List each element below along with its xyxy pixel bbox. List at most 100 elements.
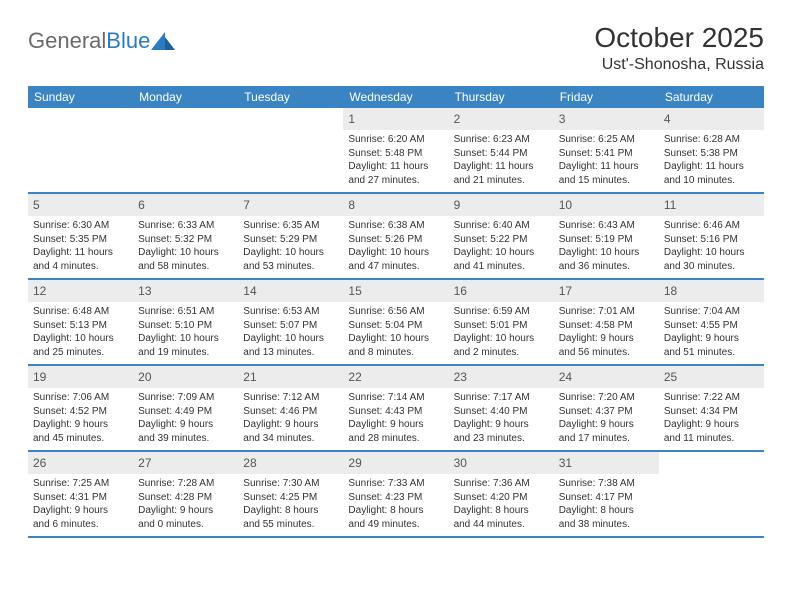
sunset-text: Sunset: 5:13 PM — [33, 319, 128, 333]
daylight-text-2: and 2 minutes. — [454, 346, 549, 360]
day-cell: 12Sunrise: 6:48 AMSunset: 5:13 PMDayligh… — [28, 280, 133, 364]
day-cell: 18Sunrise: 7:04 AMSunset: 4:55 PMDayligh… — [659, 280, 764, 364]
daylight-text-1: Daylight: 11 hours — [664, 160, 759, 174]
day-number-row: 25 — [659, 366, 764, 388]
day-info: Sunrise: 7:14 AMSunset: 4:43 PMDaylight:… — [348, 391, 443, 445]
day-info: Sunrise: 6:51 AMSunset: 5:10 PMDaylight:… — [138, 305, 233, 359]
daylight-text-1: Daylight: 9 hours — [33, 504, 128, 518]
daylight-text-2: and 53 minutes. — [243, 260, 338, 274]
sunrise-text: Sunrise: 6:40 AM — [454, 219, 549, 233]
day-number: 19 — [33, 370, 46, 384]
sunset-text: Sunset: 5:44 PM — [454, 147, 549, 161]
day-info: Sunrise: 7:20 AMSunset: 4:37 PMDaylight:… — [559, 391, 654, 445]
calendar-grid: SundayMondayTuesdayWednesdayThursdayFrid… — [28, 86, 764, 538]
logo-part1: General — [28, 28, 106, 53]
sunrise-text: Sunrise: 6:53 AM — [243, 305, 338, 319]
day-cell: 30 Sunrise: 7:36 AMSunset: 4:20 PMDayligh… — [449, 452, 554, 536]
day-cell — [28, 108, 133, 192]
sunset-text: Sunset: 4:52 PM — [33, 405, 128, 419]
daylight-text-2: and 28 minutes. — [348, 432, 443, 446]
daylight-text-1: Daylight: 8 hours — [454, 504, 549, 518]
sunrise-text: Sunrise: 6:51 AM — [138, 305, 233, 319]
day-info: Sunrise: 6:33 AMSunset: 5:32 PMDaylight:… — [138, 219, 233, 273]
day-cell: 29Sunrise: 7:33 AMSunset: 4:23 PMDayligh… — [343, 452, 448, 536]
day-number-row: 3 — [554, 108, 659, 130]
day-info: Sunrise: 6:35 AMSunset: 5:29 PMDaylight:… — [243, 219, 338, 273]
day-number: 17 — [559, 284, 572, 298]
sunset-text: Sunset: 4:20 PM — [454, 491, 549, 505]
day-info: Sunrise: 6:46 AMSunset: 5:16 PMDaylight:… — [664, 219, 759, 273]
daylight-text-2: and 51 minutes. — [664, 346, 759, 360]
day-cell: 10 Sunrise: 6:43 AMSunset: 5:19 PMDayligh… — [554, 194, 659, 278]
sunrise-text: Sunrise: 6:56 AM — [348, 305, 443, 319]
day-cell: 31Sunrise: 7:38 AMSunset: 4:17 PMDayligh… — [554, 452, 659, 536]
sunrise-text: Sunrise: 6:38 AM — [348, 219, 443, 233]
day-info: Sunrise: 7:01 AMSunset: 4:58 PMDaylight:… — [559, 305, 654, 359]
sunrise-text: Sunrise: 6:25 AM — [559, 133, 654, 147]
day-number-row: 4 — [659, 108, 764, 130]
page-title: October 2025 — [594, 22, 764, 54]
day-cell: 5Sunrise: 6:30 AMSunset: 5:35 PMDaylight… — [28, 194, 133, 278]
day-info: Sunrise: 6:23 AMSunset: 5:44 PMDaylight:… — [454, 133, 549, 187]
sunrise-text: Sunrise: 7:01 AM — [559, 305, 654, 319]
daylight-text-1: Daylight: 10 hours — [138, 332, 233, 346]
week-row: 26 Sunrise: 7:25 AMSunset: 4:31 PMDayligh… — [28, 452, 764, 538]
daylight-text-2: and 58 minutes. — [138, 260, 233, 274]
day-number: 12 — [33, 284, 46, 298]
day-cell: 16Sunrise: 6:59 AMSunset: 5:01 PMDayligh… — [449, 280, 554, 364]
day-number-row: 30 — [449, 452, 554, 474]
sunset-text: Sunset: 5:41 PM — [559, 147, 654, 161]
sunrise-text: Sunrise: 7:36 AM — [454, 477, 549, 491]
day-info: Sunrise: 6:53 AMSunset: 5:07 PMDaylight:… — [243, 305, 338, 359]
day-number-row: 6 — [133, 194, 238, 216]
daylight-text-2: and 4 minutes. — [33, 260, 128, 274]
day-number: 10 — [559, 198, 572, 212]
daylight-text-2: and 23 minutes. — [454, 432, 549, 446]
day-number: 15 — [348, 284, 361, 298]
sunrise-text: Sunrise: 7:14 AM — [348, 391, 443, 405]
day-cell: 1Sunrise: 6:20 AMSunset: 5:48 PMDaylight… — [343, 108, 448, 192]
day-number: 1 — [348, 112, 355, 126]
day-cell: 4Sunrise: 6:28 AMSunset: 5:38 PMDaylight… — [659, 108, 764, 192]
day-number: 5 — [33, 198, 40, 212]
sunrise-text: Sunrise: 7:09 AM — [138, 391, 233, 405]
day-cell — [659, 452, 764, 536]
daylight-text-2: and 15 minutes. — [559, 174, 654, 188]
day-info: Sunrise: 6:43 AMSunset: 5:19 PMDaylight:… — [559, 219, 654, 273]
daylight-text-1: Daylight: 9 hours — [559, 418, 654, 432]
logo-text: GeneralBlue — [28, 28, 150, 54]
day-number: 20 — [138, 370, 151, 384]
day-cell: 14Sunrise: 6:53 AMSunset: 5:07 PMDayligh… — [238, 280, 343, 364]
sunrise-text: Sunrise: 6:35 AM — [243, 219, 338, 233]
week-row: 19Sunrise: 7:06 AMSunset: 4:52 PMDayligh… — [28, 366, 764, 452]
daylight-text-2: and 55 minutes. — [243, 518, 338, 532]
day-info: Sunrise: 7:09 AMSunset: 4:49 PMDaylight:… — [138, 391, 233, 445]
sunrise-text: Sunrise: 6:48 AM — [33, 305, 128, 319]
day-number-row: 9 — [449, 194, 554, 216]
daylight-text-2: and 39 minutes. — [138, 432, 233, 446]
day-number: 26 — [33, 456, 46, 470]
day-number-row: 5 — [28, 194, 133, 216]
week-row: 5Sunrise: 6:30 AMSunset: 5:35 PMDaylight… — [28, 194, 764, 280]
day-cell: 21Sunrise: 7:12 AMSunset: 4:46 PMDayligh… — [238, 366, 343, 450]
day-cell: 11Sunrise: 6:46 AMSunset: 5:16 PMDayligh… — [659, 194, 764, 278]
sunrise-text: Sunrise: 6:33 AM — [138, 219, 233, 233]
weekday-header-cell: Tuesday — [238, 86, 343, 108]
weekday-header-cell: Saturday — [659, 86, 764, 108]
daylight-text-1: Daylight: 10 hours — [138, 246, 233, 260]
daylight-text-1: Daylight: 9 hours — [138, 418, 233, 432]
sunrise-text: Sunrise: 7:38 AM — [559, 477, 654, 491]
daylight-text-1: Daylight: 11 hours — [33, 246, 128, 260]
weekday-header-cell: Wednesday — [343, 86, 448, 108]
daylight-text-1: Daylight: 8 hours — [348, 504, 443, 518]
day-number: 13 — [138, 284, 151, 298]
day-number-row: 15 — [343, 280, 448, 302]
day-cell: 20 Sunrise: 7:09 AMSunset: 4:49 PMDayligh… — [133, 366, 238, 450]
sunset-text: Sunset: 4:58 PM — [559, 319, 654, 333]
daylight-text-1: Daylight: 10 hours — [348, 246, 443, 260]
day-number-row: 17 — [554, 280, 659, 302]
day-info: Sunrise: 7:25 AMSunset: 4:31 PMDaylight:… — [33, 477, 128, 531]
day-info: Sunrise: 7:04 AMSunset: 4:55 PMDaylight:… — [664, 305, 759, 359]
day-number-row: 27 — [133, 452, 238, 474]
sunset-text: Sunset: 5:35 PM — [33, 233, 128, 247]
